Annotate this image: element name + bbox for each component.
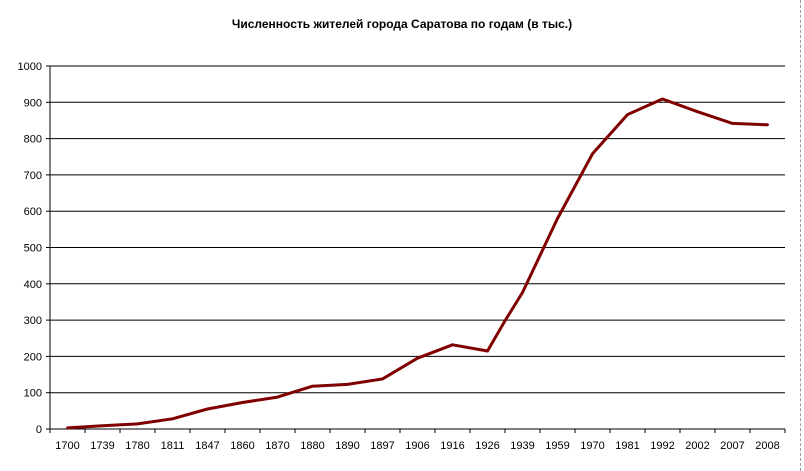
x-tick-label: 2007: [720, 440, 744, 452]
chart-edge-divider: [800, 0, 804, 471]
data-point: [311, 384, 314, 388]
y-tick-label: 0: [36, 424, 42, 436]
x-tick-label: 1959: [545, 440, 569, 452]
data-point: [696, 110, 699, 114]
data-point: [241, 401, 244, 404]
data-point: [276, 395, 279, 399]
data-point: [521, 291, 524, 294]
y-tick-label: 400: [24, 279, 42, 291]
data-point: [381, 377, 384, 381]
data-point: [451, 343, 454, 347]
data-point: [591, 152, 594, 156]
x-tick-label: 2002: [685, 440, 709, 452]
series-line: [67, 97, 768, 430]
y-tick-label: 600: [24, 206, 42, 218]
x-tick-label: 1890: [335, 440, 359, 452]
x-tick-label: 1780: [125, 440, 149, 452]
y-tick-label: 500: [24, 243, 42, 255]
x-tick-label: 1916: [440, 440, 464, 452]
y-tick-label: 700: [24, 170, 42, 182]
y-tick-label: 900: [24, 97, 42, 109]
x-tick-label: 1897: [370, 440, 394, 452]
data-point: [101, 424, 104, 428]
x-tick-label: 1880: [300, 440, 324, 452]
data-point: [171, 417, 174, 421]
x-tick-label: 1739: [90, 440, 114, 452]
x-tick-label: 2008: [755, 440, 779, 452]
chart-title: Численность жителей города Саратова по г…: [231, 17, 573, 31]
x-tick-label: 1926: [475, 440, 499, 452]
data-point: [346, 382, 349, 386]
data-point: [416, 356, 419, 360]
x-tick-label: 1981: [615, 440, 639, 452]
data-point: [206, 407, 209, 411]
data-point: [556, 217, 559, 220]
data-point: [731, 121, 734, 125]
x-tick-label: 1847: [195, 440, 219, 452]
data-point: [766, 123, 769, 127]
y-tick-label: 1000: [18, 61, 42, 73]
x-tick-label: 1860: [230, 440, 254, 452]
y-tick-label: 800: [24, 134, 42, 146]
x-tick-label: 1939: [510, 440, 534, 452]
data-point: [136, 422, 139, 426]
x-tick-label: 1700: [55, 440, 79, 452]
data-point: [66, 426, 69, 430]
x-tick-label: 1811: [161, 440, 185, 452]
x-tick-label: 1870: [265, 440, 289, 452]
x-tick-label: 1970: [580, 440, 604, 452]
y-tick-label: 300: [24, 315, 42, 327]
data-point: [661, 97, 664, 101]
data-point: [626, 113, 629, 117]
y-tick-label: 200: [24, 351, 42, 363]
x-tick-label: 1992: [650, 440, 674, 452]
data-point: [486, 349, 489, 353]
y-tick-label: 100: [24, 388, 42, 400]
x-tick-label: 1906: [405, 440, 429, 452]
